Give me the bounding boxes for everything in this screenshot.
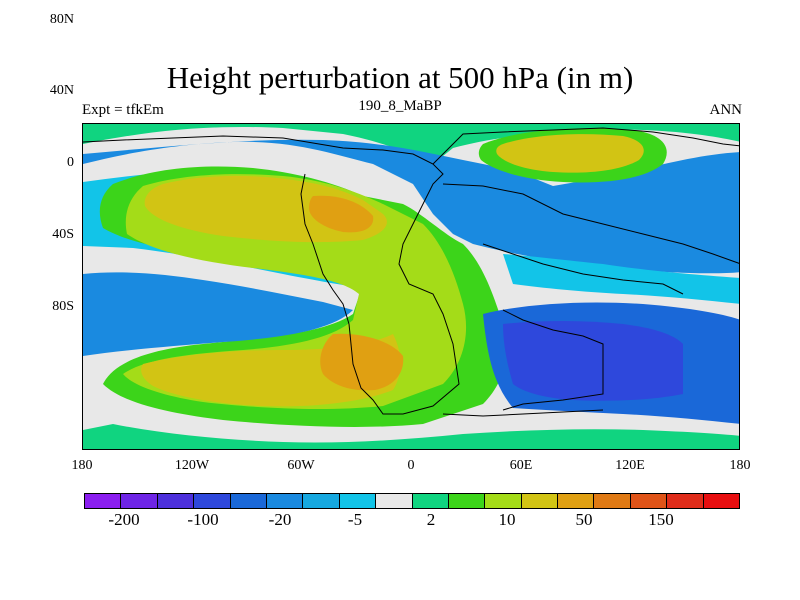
- north-blue-band: [83, 139, 739, 274]
- y-label-40S: 40S: [52, 227, 74, 242]
- x-label-60w: 60W: [287, 458, 315, 473]
- colorbar-label-minus20: -20: [268, 510, 292, 529]
- y-label-0: 0: [67, 155, 74, 170]
- colorbar-segment: [594, 494, 631, 508]
- colorbar-segment: [703, 494, 740, 508]
- x-label-120w: 120W: [174, 458, 210, 473]
- colorbar-segment: [121, 494, 158, 508]
- y-label-80S: 80S: [52, 299, 74, 314]
- colorbar-label-minus100: -100: [187, 510, 219, 529]
- x-label-180w: 180: [71, 458, 93, 473]
- colorbar-label-50: 50: [575, 510, 593, 529]
- antarctic-band: [83, 424, 739, 449]
- x-label-0: 0: [407, 458, 415, 473]
- colorbar-label-10: 10: [498, 510, 516, 529]
- colorbar-label-minus5: -5: [347, 510, 363, 529]
- map-title: Height perturbation at 500 hPa (in m): [166, 60, 634, 95]
- colorbar-segment: [667, 494, 704, 508]
- colorbar-label-minus200: -200: [108, 510, 140, 529]
- colorbar-segment: [521, 494, 559, 508]
- ne-yellow-area: [496, 134, 644, 173]
- season-label: ANN: [709, 102, 743, 118]
- x-label-60e: 60E: [509, 458, 533, 473]
- colorbar-segment: [266, 494, 304, 508]
- colorbar-segment: [558, 494, 595, 508]
- colorbar-segment: [376, 494, 413, 508]
- colorbar-segment: [303, 494, 340, 508]
- colorbar-segment: [85, 494, 122, 508]
- experiment-label: Expt = tfkEm: [82, 102, 164, 118]
- colorbar-segment: [230, 494, 267, 508]
- colorbar-segment: [339, 494, 377, 508]
- map-panel: [82, 123, 740, 450]
- equatorial-lightblue: [503, 254, 739, 304]
- contour-map: [83, 124, 739, 449]
- south-east-dark-blue: [503, 321, 683, 401]
- colorbar-label-2: 2: [426, 510, 436, 529]
- south-west-blue: [83, 272, 353, 356]
- y-label-40N: 40N: [49, 83, 74, 98]
- x-label-120e: 120E: [615, 458, 645, 473]
- arctic-band: [83, 124, 739, 164]
- x-label-180e: 180: [729, 458, 751, 473]
- colorbar: [84, 493, 740, 509]
- colorbar-segment: [412, 494, 449, 508]
- colorbar-segment: [630, 494, 668, 508]
- y-label-80N: 80N: [49, 12, 74, 27]
- coastline-outlines: [83, 127, 739, 417]
- colorbar-segment: [485, 494, 522, 508]
- colorbar-segment: [157, 494, 195, 508]
- colorbar-segment: [194, 494, 231, 508]
- period-label: 190_8_MaBP: [358, 98, 442, 114]
- south-orange-area: [320, 333, 404, 391]
- colorbar-label-150: 150: [648, 510, 674, 529]
- north-orange-area: [309, 195, 374, 233]
- colorbar-segment: [448, 494, 486, 508]
